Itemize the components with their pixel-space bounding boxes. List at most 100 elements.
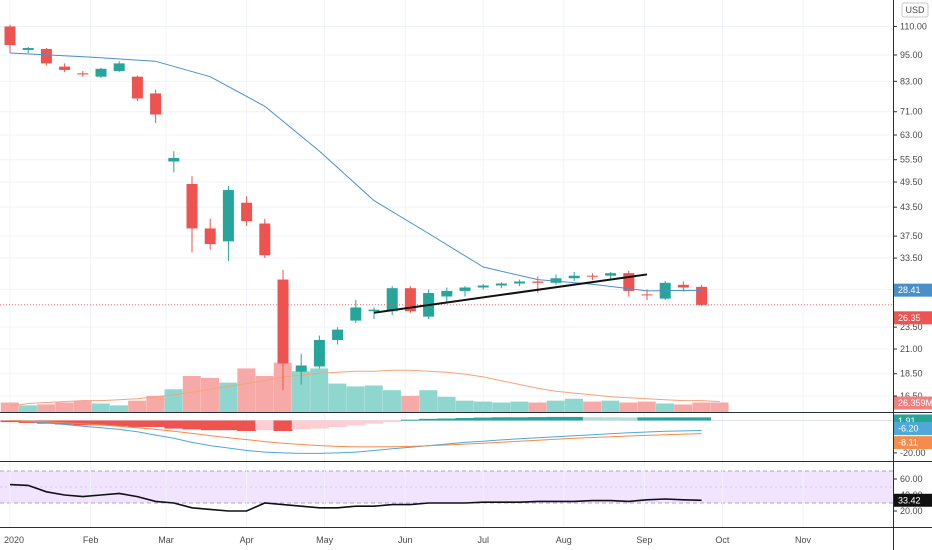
candle xyxy=(259,218,271,259)
last-price-tag-bg xyxy=(894,311,932,325)
macd-histogram-bar xyxy=(491,417,511,421)
volume-ma-line xyxy=(9,369,720,407)
macd-histogram-bar xyxy=(473,417,493,421)
macd-histogram-bar xyxy=(419,418,439,421)
volume-bar xyxy=(182,376,201,412)
candle-body xyxy=(641,294,653,296)
price-tick-label: 21.00 xyxy=(900,344,923,354)
volume-bar xyxy=(437,396,456,412)
rsi-band-area xyxy=(0,470,893,504)
volume-bar xyxy=(55,402,74,412)
candle xyxy=(4,24,16,53)
volume-bar xyxy=(255,376,274,412)
macd-histogram-bar xyxy=(218,420,238,431)
candle xyxy=(514,279,526,287)
volume-bar xyxy=(128,400,147,412)
macd-histogram-bar xyxy=(601,417,621,421)
candle xyxy=(95,67,107,78)
signal-line xyxy=(9,420,702,448)
rsi-line xyxy=(9,483,702,512)
time-axis[interactable]: 2020 Feb Mar Apr May Jun Jul Aug Sep Oct Nov xyxy=(4,535,811,545)
volume-bar xyxy=(692,402,711,412)
candle-body xyxy=(477,285,489,288)
macd-line xyxy=(9,420,702,454)
currency-badge[interactable]: USD xyxy=(901,2,929,18)
volume-bar xyxy=(492,402,511,412)
macd-histogram-bar xyxy=(546,416,566,421)
macd-histogram-bar xyxy=(564,416,584,421)
volume-bar xyxy=(109,405,128,412)
volume-bar xyxy=(710,402,729,412)
volume-bar xyxy=(419,390,438,412)
candle-body xyxy=(295,365,307,372)
candle-body xyxy=(459,287,471,291)
candle xyxy=(186,176,198,253)
candle xyxy=(550,274,562,285)
candle xyxy=(131,75,143,102)
macd-histogram-bar xyxy=(237,420,257,432)
volume-bar xyxy=(601,400,620,412)
time-tick-label: Oct xyxy=(715,535,730,545)
macd-histogram-bar xyxy=(127,420,147,427)
volume-bar xyxy=(637,401,656,412)
candle-body xyxy=(59,66,71,70)
volume-bar xyxy=(91,403,110,412)
macd-histogram-bar xyxy=(73,420,93,426)
ma-value-tag-bg xyxy=(894,283,932,297)
macd-histogram-bar xyxy=(619,417,639,421)
macd-histogram-bar xyxy=(637,417,657,421)
macd-histogram-bar xyxy=(382,420,402,423)
volume-bar xyxy=(619,402,638,412)
volume-bar xyxy=(146,395,165,412)
price-tick-label: 110.00 xyxy=(900,21,927,31)
time-tick-label: Mar xyxy=(158,535,174,545)
candle xyxy=(59,63,71,73)
candle xyxy=(350,300,362,324)
candle-body xyxy=(350,307,362,321)
candle-body xyxy=(677,284,689,288)
candle-body xyxy=(495,283,507,286)
last-price-tag-text: 26.35 xyxy=(898,313,921,323)
candle-body xyxy=(22,47,34,50)
signal-line-tag: -8.11 xyxy=(894,436,932,450)
candle-body xyxy=(696,286,708,305)
volume-bar xyxy=(528,402,547,412)
time-tick-label: Aug xyxy=(556,535,572,545)
price-tick-label: 83.00 xyxy=(900,76,923,86)
candle-body xyxy=(550,278,562,283)
volume-bar xyxy=(18,405,37,412)
macd-hist-tag-text: 1.91 xyxy=(898,416,916,426)
rsi-value-tag-bg xyxy=(894,493,932,507)
macd-histogram-bar xyxy=(437,418,457,421)
candle-body xyxy=(40,48,52,64)
candle-body xyxy=(605,273,617,276)
macd-histogram-bar xyxy=(455,418,475,421)
volume-bar xyxy=(510,401,529,412)
candle-body xyxy=(623,273,635,291)
candle-body xyxy=(113,63,125,72)
candle-body xyxy=(568,275,580,279)
volume-bar xyxy=(455,400,474,412)
macd-histogram-bar xyxy=(400,419,420,421)
candle xyxy=(241,196,253,226)
candle-body xyxy=(532,281,544,283)
rsi-value-tag-text: 33.42 xyxy=(898,495,921,505)
volume-bar xyxy=(583,401,602,412)
volume-bar xyxy=(473,401,492,412)
macd-pane xyxy=(0,416,893,454)
overlay-lines xyxy=(0,52,893,314)
rsi-pane xyxy=(9,483,702,512)
macd-tick-label: -20.00 xyxy=(900,448,926,458)
price-axis[interactable]: 110.00 95.00 83.00 71.00 63.00 55.50 49.50 43.5… xyxy=(893,21,932,516)
candle xyxy=(495,282,507,289)
volume-bar xyxy=(291,371,310,412)
candle-body xyxy=(368,309,380,312)
macd-histogram-bar xyxy=(273,420,293,432)
time-tick-label: Jun xyxy=(398,535,413,545)
volume-bar xyxy=(401,395,420,412)
currency-label: USD xyxy=(905,5,925,15)
price-tick-label: 16.50 xyxy=(900,391,923,401)
candle xyxy=(696,284,708,306)
